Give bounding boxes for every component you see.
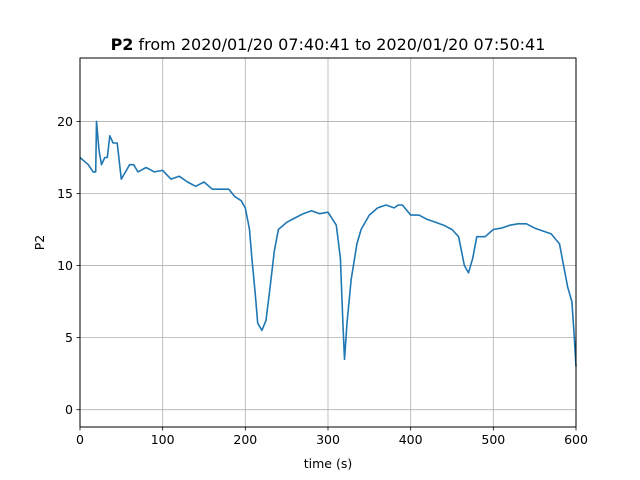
y-tick-label: 5 [65,330,73,345]
ticks: 0 100 200 300 400 500 600 0 5 10 15 20 [57,114,588,447]
series-layer [79,120,577,367]
chart-title: P2 from 2020/01/20 07:40:41 to 2020/01/2… [111,35,546,54]
x-tick-label: 600 [564,432,588,447]
series-line [79,120,577,367]
y-tick-label: 10 [57,258,73,273]
y-tick-label: 15 [57,186,73,201]
x-tick-label: 400 [399,432,423,447]
chart-title-bold: P2 [111,35,134,54]
x-tick-label: 300 [316,432,340,447]
x-tick-label: 500 [481,432,505,447]
x-tick-label: 100 [151,432,175,447]
x-tick-label: 0 [76,432,84,447]
chart-title-rest: from 2020/01/20 07:40:41 to 2020/01/20 0… [139,35,546,54]
y-tick-label: 0 [65,402,73,417]
y-tick-label: 20 [57,114,73,129]
x-axis-label: time (s) [304,456,352,471]
x-tick-label: 200 [233,432,257,447]
y-axis-label: P2 [32,235,47,251]
